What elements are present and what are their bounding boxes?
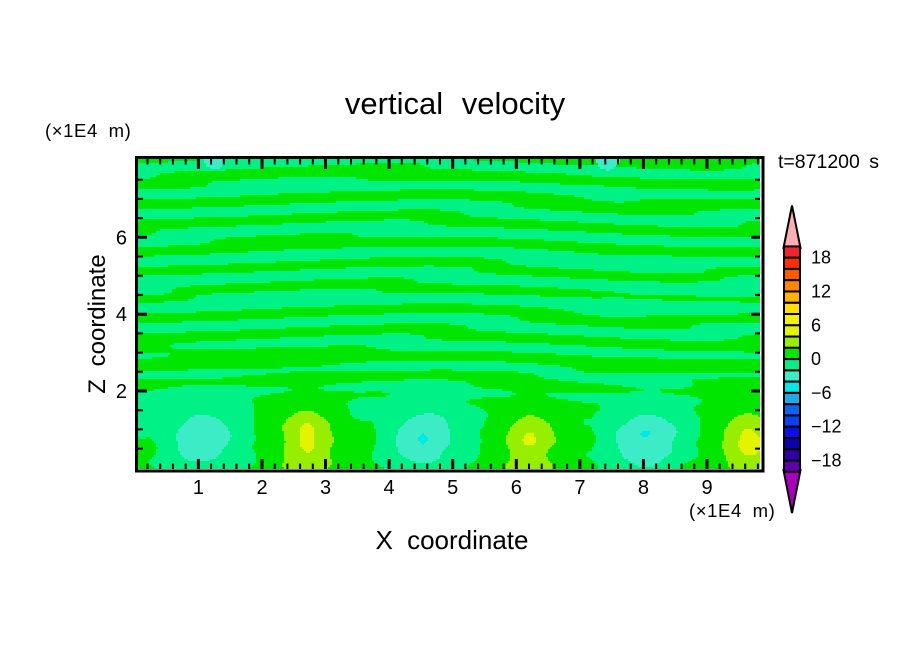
svg-text:−18: −18 xyxy=(811,451,842,471)
svg-text:vertical velocity: vertical velocity xyxy=(345,86,566,121)
svg-text:5: 5 xyxy=(447,477,458,499)
svg-text:18: 18 xyxy=(811,248,831,268)
svg-text:X coordinate: X coordinate xyxy=(376,525,529,555)
svg-text:12: 12 xyxy=(811,282,831,302)
svg-text:4: 4 xyxy=(116,304,127,326)
svg-text:1: 1 xyxy=(193,477,204,499)
svg-text:t=871200 s: t=871200 s xyxy=(778,151,879,173)
svg-text:3: 3 xyxy=(320,477,331,499)
svg-text:2: 2 xyxy=(116,381,127,403)
svg-text:6: 6 xyxy=(116,227,127,249)
svg-text:(×1E4 m): (×1E4 m) xyxy=(689,500,775,521)
svg-text:−12: −12 xyxy=(811,417,842,437)
svg-text:8: 8 xyxy=(638,477,649,499)
svg-text:6: 6 xyxy=(511,477,522,499)
svg-text:9: 9 xyxy=(701,477,712,499)
svg-text:4: 4 xyxy=(384,477,395,499)
svg-text:Z coordinate: Z coordinate xyxy=(84,254,111,393)
svg-text:2: 2 xyxy=(256,477,267,499)
svg-text:6: 6 xyxy=(811,315,821,335)
svg-text:(×1E4 m): (×1E4 m) xyxy=(45,120,131,141)
svg-text:0: 0 xyxy=(811,349,821,369)
svg-text:7: 7 xyxy=(574,477,585,499)
svg-text:−6: −6 xyxy=(811,383,832,403)
